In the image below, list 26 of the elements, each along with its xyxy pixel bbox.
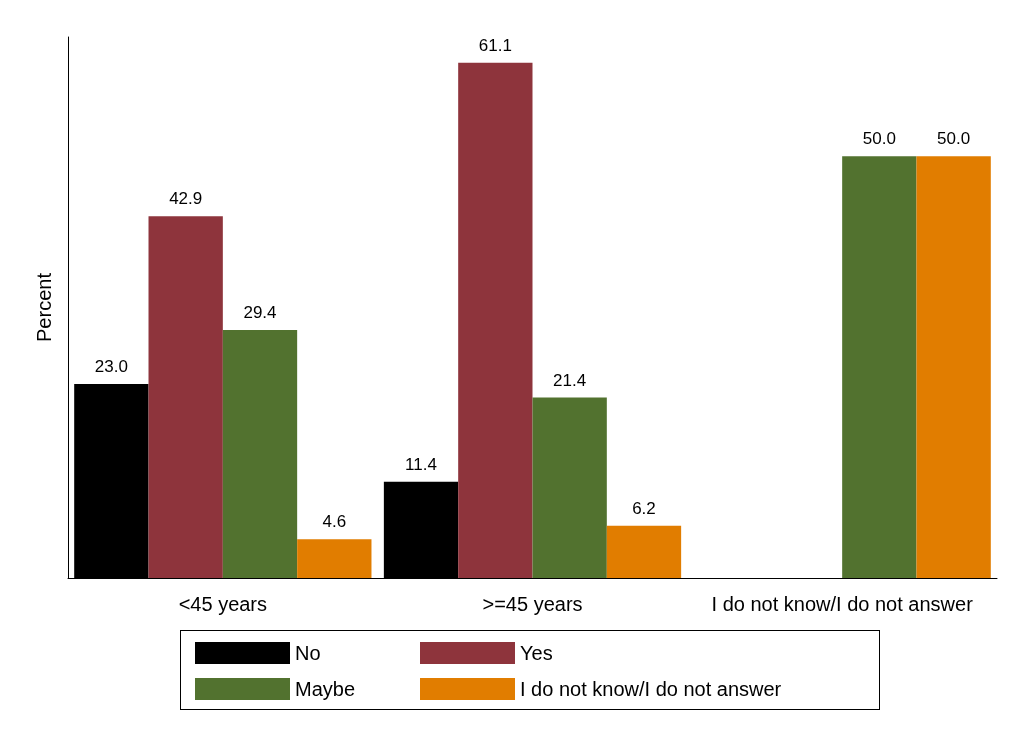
bar: [222, 330, 298, 578]
legend-label: I do not know/I do not answer: [520, 678, 782, 700]
data-label: 23.0: [94, 357, 128, 377]
data-label: 42.9: [169, 189, 203, 209]
legend-label: Yes: [520, 642, 553, 664]
bar: [148, 216, 223, 578]
legend-label: Maybe: [295, 678, 356, 700]
bar: [532, 397, 607, 578]
bar: [297, 539, 372, 578]
data-label: 4.6: [322, 512, 347, 532]
bar: [606, 525, 682, 578]
data-label: 11.4: [405, 454, 437, 474]
data-label: 29.4: [243, 303, 277, 323]
bar: [458, 62, 533, 578]
x-tick-label: <45 years: [178, 593, 268, 615]
x-tick-label: I do not know/I do not answer: [711, 593, 974, 615]
data-label: 61.1: [478, 35, 512, 55]
bar: [842, 156, 917, 578]
data-label: 50.0: [862, 129, 896, 149]
data-label: 6.2: [632, 498, 656, 518]
legend-label: No: [295, 642, 321, 664]
y-axis-title: Percent: [33, 272, 55, 342]
data-label: 50.0: [937, 129, 971, 149]
data-label: 21.4: [553, 370, 587, 390]
x-tick-label: >=45 years: [482, 593, 583, 615]
bar: [916, 156, 991, 578]
